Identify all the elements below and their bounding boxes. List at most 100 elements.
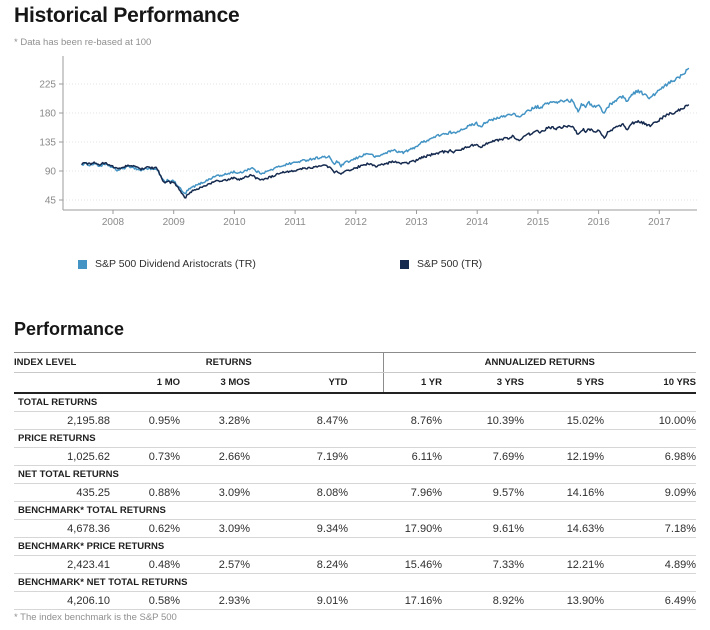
- index-level-value: 435.25: [14, 483, 110, 502]
- table-group-header-row: INDEX LEVEL RETURNS ANNUALIZED RETURNS: [14, 352, 696, 373]
- return-value: 14.16%: [524, 483, 604, 502]
- return-value: 9.34%: [250, 519, 383, 538]
- return-value: 10.00%: [604, 411, 696, 430]
- header-3mos: 3 MOS: [180, 372, 250, 394]
- return-value: 0.62%: [110, 519, 180, 538]
- x-axis-tick-label: 2017: [648, 217, 671, 228]
- row-label: NET TOTAL RETURNS: [14, 465, 696, 484]
- table-row-label: BENCHMARK* NET TOTAL RETURNS: [14, 573, 696, 592]
- return-value: 7.96%: [383, 483, 442, 502]
- return-value: 9.09%: [604, 483, 696, 502]
- table-row-label: BENCHMARK* PRICE RETURNS: [14, 537, 696, 556]
- x-axis-tick-label: 2012: [345, 217, 368, 228]
- return-value: 8.76%: [383, 411, 442, 430]
- x-axis-tick-label: 2014: [466, 217, 489, 228]
- return-value: 8.08%: [250, 483, 383, 502]
- return-value: 0.58%: [110, 591, 180, 610]
- header-3yrs: 3 YRS: [442, 372, 524, 394]
- return-value: 3.09%: [180, 519, 250, 538]
- table-row-values: 2,423.41 0.48% 2.57% 8.24% 15.46% 7.33% 12.21%…: [14, 555, 696, 574]
- return-value: 2.93%: [180, 591, 250, 610]
- return-value: 0.48%: [110, 555, 180, 574]
- return-value: 12.21%: [524, 555, 604, 574]
- x-axis-tick-label: 2008: [102, 217, 125, 228]
- table-row-label: NET TOTAL RETURNS: [14, 465, 696, 484]
- header-1yr: 1 YR: [382, 372, 442, 394]
- return-value: 6.98%: [604, 447, 696, 466]
- chart-rebase-note: * Data has been re-based at 100: [14, 37, 152, 48]
- return-value: 4.89%: [604, 555, 696, 574]
- table-row-values: 1,025.62 0.73% 2.66% 7.19% 6.11% 7.69% 12.19% 6…: [14, 447, 696, 466]
- y-axis-tick-label: 45: [45, 196, 57, 207]
- return-value: 8.47%: [250, 411, 383, 430]
- return-value: 3.09%: [180, 483, 250, 502]
- y-axis-tick-label: 90: [45, 167, 57, 178]
- page-title: Historical Performance: [14, 4, 240, 27]
- row-label: BENCHMARK* PRICE RETURNS: [14, 537, 696, 556]
- index-level-value: 4,678.36: [14, 519, 110, 538]
- x-axis-tick-label: 2011: [284, 217, 306, 228]
- legend-swatch-aristocrats-icon: [78, 259, 87, 269]
- return-value: 2.66%: [180, 447, 250, 466]
- header-5yrs: 5 YRS: [524, 372, 604, 394]
- performance-heading: Performance: [14, 319, 125, 339]
- header-index-level: INDEX LEVEL: [14, 352, 110, 373]
- benchmark-footnote: * The index benchmark is the S&P 500: [14, 612, 177, 623]
- legend-item-aristocrats: S&P 500 Dividend Aristocrats (TR): [78, 258, 256, 270]
- x-axis-tick-label: 2009: [163, 217, 186, 228]
- return-value: 7.19%: [250, 447, 383, 466]
- table-row-values: 2,195.88 0.95% 3.28% 8.47% 8.76% 10.39% 15.02%…: [14, 411, 696, 430]
- return-value: 3.28%: [180, 411, 250, 430]
- series-line-sp500: [81, 104, 690, 199]
- return-value: 10.39%: [442, 411, 524, 430]
- header-returns-group: RETURNS: [110, 352, 383, 373]
- header-spacer: [14, 372, 110, 394]
- return-value: 7.33%: [442, 555, 524, 574]
- historical-performance-chart: 45 90 135 180 225 2008 2009 2010 2011 2012 2013 201…: [39, 56, 697, 228]
- y-axis-tick-label: 225: [39, 80, 56, 91]
- x-axis-tick-label: 2013: [405, 217, 428, 228]
- return-value: 9.57%: [442, 483, 524, 502]
- header-annualized-group: ANNUALIZED RETURNS: [382, 352, 696, 373]
- performance-table: INDEX LEVEL RETURNS ANNUALIZED RETURNS 1…: [14, 352, 696, 610]
- return-value: 15.46%: [383, 555, 442, 574]
- row-label: PRICE RETURNS: [14, 429, 696, 448]
- index-level-value: 2,423.41: [14, 555, 110, 574]
- table-period-header-row: 1 MO 3 MOS YTD 1 YR 3 YRS 5 YRS 10 YRS: [14, 372, 696, 394]
- x-axis-tick-label: 2010: [223, 217, 246, 228]
- return-value: 8.24%: [250, 555, 383, 574]
- y-axis-tick-label: 135: [39, 138, 56, 149]
- return-value: 9.01%: [250, 591, 383, 610]
- return-value: 7.69%: [442, 447, 524, 466]
- legend-label-sp500: S&P 500 (TR): [417, 258, 483, 270]
- table-row-label: BENCHMARK* TOTAL RETURNS: [14, 501, 696, 520]
- index-level-value: 1,025.62: [14, 447, 110, 466]
- return-value: 9.61%: [442, 519, 524, 538]
- table-row-values: 4,678.36 0.62% 3.09% 9.34% 17.90% 9.61% 14.63%…: [14, 519, 696, 538]
- row-label: TOTAL RETURNS: [14, 393, 696, 412]
- return-value: 7.18%: [604, 519, 696, 538]
- table-row-values: 4,206.10 0.58% 2.93% 9.01% 17.16% 8.92% 13.90%…: [14, 591, 696, 610]
- y-axis-tick-label: 180: [39, 109, 56, 120]
- row-label: BENCHMARK* TOTAL RETURNS: [14, 501, 696, 520]
- return-value: 6.11%: [383, 447, 442, 466]
- table-row-label: PRICE RETURNS: [14, 429, 696, 448]
- return-value: 0.95%: [110, 411, 180, 430]
- return-value: 17.90%: [383, 519, 442, 538]
- header-1mo: 1 MO: [110, 372, 180, 394]
- legend-item-sp500: S&P 500 (TR): [400, 258, 482, 270]
- header-ytd: YTD: [250, 372, 383, 394]
- return-value: 12.19%: [524, 447, 604, 466]
- table-row-values: 435.25 0.88% 3.09% 8.08% 7.96% 9.57% 14.16% 9.0…: [14, 483, 696, 502]
- return-value: 13.90%: [524, 591, 604, 610]
- return-value: 14.63%: [524, 519, 604, 538]
- table-row-label: TOTAL RETURNS: [14, 393, 696, 412]
- legend-label-aristocrats: S&P 500 Dividend Aristocrats (TR): [95, 258, 256, 270]
- x-axis-tick-label: 2016: [587, 217, 610, 228]
- return-value: 8.92%: [442, 591, 524, 610]
- return-value: 2.57%: [180, 555, 250, 574]
- return-value: 0.73%: [110, 447, 180, 466]
- row-label: BENCHMARK* NET TOTAL RETURNS: [14, 573, 696, 592]
- return-value: 0.88%: [110, 483, 180, 502]
